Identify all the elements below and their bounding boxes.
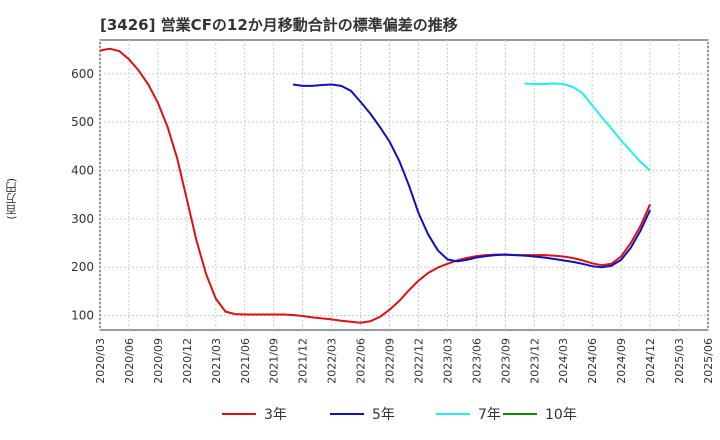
plot-area (99, 39, 709, 331)
x-tick-label: 2021/09 (268, 338, 281, 384)
chart-title: [3426] 営業CFの12か月移動合計の標準偏差の推移 (100, 16, 458, 34)
x-tick-label: 2021/06 (239, 338, 252, 384)
x-tick-label: 2022/12 (412, 338, 425, 384)
x-tick-label: 2020/09 (152, 338, 165, 384)
x-tick-label: 2023/03 (441, 338, 454, 384)
x-tick-label: 2021/03 (210, 338, 223, 384)
y-tick-label: 400 (71, 164, 94, 178)
x-tick-label: 2020/12 (181, 338, 194, 384)
y-tick-label: 500 (71, 115, 94, 129)
x-tick-label: 2022/06 (355, 338, 368, 384)
x-tick-label: 2023/06 (470, 338, 483, 384)
series-line (524, 82, 651, 172)
legend-label: 3年 (264, 407, 287, 423)
x-tick-label: 2022/09 (384, 338, 397, 384)
legend-label: 7年 (478, 407, 501, 423)
x-tick-label: 2023/12 (528, 338, 541, 384)
y-tick-label: 200 (71, 260, 94, 274)
x-tick-label: 2025/03 (673, 338, 686, 384)
series-line (99, 47, 652, 324)
y-tick-label: 600 (71, 67, 94, 81)
x-tick-label: 2025/06 (702, 338, 715, 384)
x-tick-label: 2020/06 (123, 338, 136, 384)
x-tick-label: 2023/09 (499, 338, 512, 384)
y-tick-label: 300 (71, 212, 94, 226)
series-line (292, 83, 652, 269)
x-tick-label: 2024/12 (644, 338, 657, 384)
x-tick-label: 2020/03 (94, 338, 107, 384)
x-tick-label: 2021/12 (297, 338, 310, 384)
x-tick-label: 2024/03 (557, 338, 570, 384)
x-tick-label: 2024/06 (586, 338, 599, 384)
y-tick-label: 100 (71, 309, 94, 323)
legend-label: 10年 (545, 407, 577, 423)
x-tick-label: 2024/09 (615, 338, 628, 384)
legend-label: 5年 (372, 407, 395, 423)
x-tick-label: 2022/03 (326, 338, 339, 384)
